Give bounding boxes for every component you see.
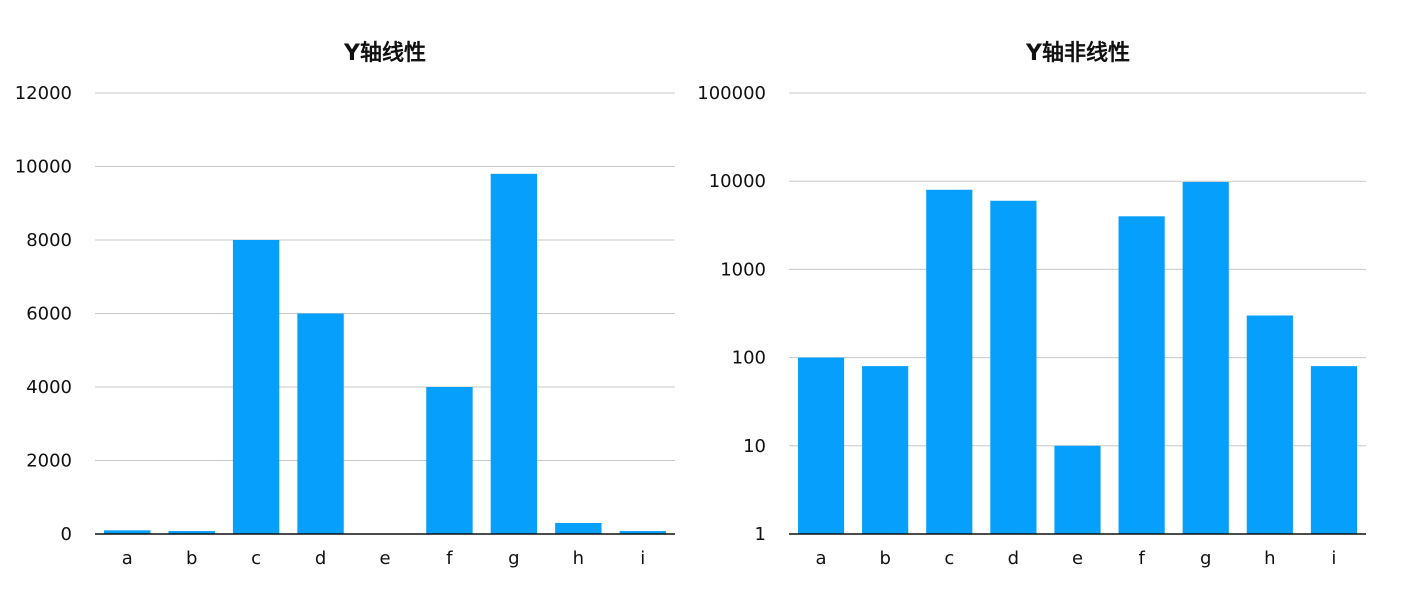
- x-tick-label: a: [816, 548, 827, 569]
- bar-a: [797, 357, 845, 534]
- bar-i: [619, 531, 666, 534]
- y-tick-label: 10: [743, 436, 766, 457]
- bar-i: [1310, 366, 1358, 534]
- bar-e: [1054, 445, 1101, 534]
- bar-f: [1118, 216, 1165, 534]
- x-tick-label: a: [122, 548, 133, 569]
- y-tick-label: 1000: [720, 259, 766, 280]
- y-tick-label: 12000: [15, 83, 72, 104]
- bar-d: [990, 200, 1037, 534]
- x-tick-label: b: [186, 548, 197, 569]
- x-tick-label: f: [446, 548, 453, 569]
- bar-h: [555, 522, 602, 534]
- x-tick-label: c: [251, 548, 261, 569]
- y-tick-label: 2000: [26, 451, 72, 472]
- y-tick-label: 100000: [697, 83, 766, 104]
- x-tick-label: c: [944, 548, 954, 569]
- x-tick-label: e: [379, 548, 390, 569]
- y-tick-label: 4000: [26, 377, 72, 398]
- chart-title: Y轴线性: [343, 40, 426, 66]
- y-tick-label: 10000: [709, 171, 766, 192]
- x-tick-label: b: [879, 548, 890, 569]
- x-tick-label: e: [1072, 548, 1083, 569]
- x-tick-label: f: [1138, 548, 1145, 569]
- bar-d: [297, 313, 344, 534]
- x-tick-label: g: [1200, 548, 1211, 569]
- y-tick-label: 8000: [26, 230, 72, 251]
- log-chart: Y轴非线性 1 10 100 1000 10000 100000 a b c d e f g h i: [697, 40, 1366, 569]
- y-tick-label: 100: [732, 348, 766, 369]
- bar-b: [862, 366, 909, 534]
- x-tick-label: d: [1008, 548, 1019, 569]
- y-tick-label: 6000: [26, 304, 72, 325]
- y-tick-label: 0: [61, 524, 72, 545]
- bar-c: [232, 240, 280, 534]
- bar-a: [104, 530, 151, 534]
- bar-f: [426, 387, 473, 534]
- bar-b: [168, 531, 215, 534]
- x-tick-label: h: [573, 548, 584, 569]
- y-tick-label: 1: [755, 524, 766, 545]
- x-tick-label: i: [640, 548, 645, 569]
- linear-chart: Y轴线性 0 2000 4000 6000 8000 10000 12000 a b c d e f g h i: [15, 40, 675, 569]
- y-tick-label: 10000: [15, 157, 72, 178]
- x-tick-label: h: [1264, 548, 1275, 569]
- x-tick-label: d: [315, 548, 326, 569]
- bar-h: [1246, 315, 1293, 534]
- x-tick-label: i: [1331, 548, 1336, 569]
- bar-g: [1182, 181, 1229, 534]
- bar-g: [490, 173, 538, 534]
- chart-title: Y轴非线性: [1025, 40, 1130, 66]
- bar-c: [926, 189, 973, 534]
- x-tick-label: g: [508, 548, 519, 569]
